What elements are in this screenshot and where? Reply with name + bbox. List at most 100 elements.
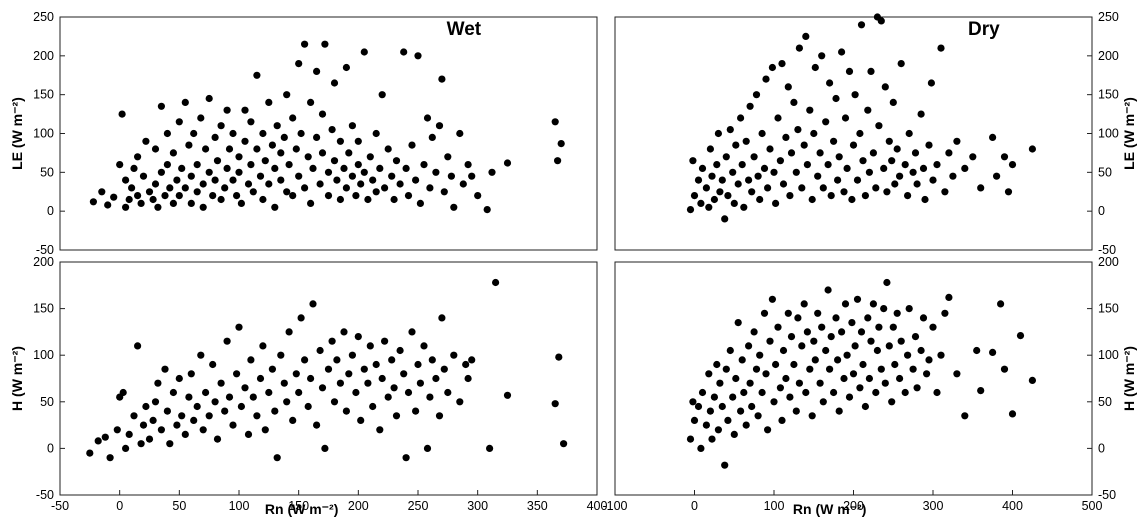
data-point [826,365,834,373]
data-point [778,60,786,68]
data-point [782,374,790,383]
data-point [776,157,785,165]
data-point [113,426,121,434]
data-point [814,309,822,317]
data-point [754,412,762,420]
data-point [787,333,796,341]
data-point [89,198,97,206]
data-point [328,126,336,134]
data-point [702,421,711,429]
data-point [142,137,150,145]
data-point [1008,410,1017,418]
x-tick-label: -100 [602,499,627,513]
data-point [560,440,568,448]
data-point [241,384,249,392]
data-point [1016,332,1025,340]
data-point [766,337,774,345]
data-point [881,83,889,91]
data-point [718,402,726,411]
data-point [416,199,424,207]
data-point [861,192,870,200]
data-point [929,323,937,331]
y-axis-label: LE (W m⁻²) [9,97,25,170]
data-point [149,416,157,424]
data-point [904,192,912,200]
data-point [776,384,785,392]
data-point [770,168,778,176]
data-point [486,444,494,452]
data-point [732,374,740,383]
data-point [217,195,225,204]
data-point [810,129,818,138]
data-point [774,114,782,122]
data-point [740,388,748,397]
data-point [336,195,344,204]
data-point [285,161,293,169]
data-point [734,319,742,327]
data-point [834,176,842,184]
data-point [175,118,183,126]
data-point [360,365,368,373]
data-point [921,195,929,204]
y-axis-label: H (W m⁻²) [9,346,25,411]
data-point [265,388,273,397]
data-point [161,365,169,373]
data-point [316,180,324,188]
y-tick-label: 150 [33,302,54,316]
data-point [856,129,864,138]
data-point [169,149,177,157]
data-point [295,388,303,397]
data-point [734,180,742,188]
data-point [877,17,885,25]
data-point [819,184,827,192]
data-point [139,421,148,429]
data-point [721,461,729,469]
y-tick-label: 50 [40,165,54,179]
data-point [187,172,195,180]
data-point [694,176,703,184]
data-point [432,374,440,383]
data-point [412,407,420,415]
data-point [925,356,933,364]
data-point [889,323,897,331]
data-point [340,328,348,336]
data-point [244,430,253,438]
data-point [304,402,312,411]
data-point [450,203,458,211]
data-point [881,379,889,387]
y-tick-label: 100 [1098,348,1119,362]
y-tick-label: 50 [40,395,54,409]
data-point [764,426,772,434]
data-point [217,122,225,130]
data-point [357,180,365,188]
x-axis-label: Rn (W m⁻²) [265,501,338,517]
data-point [309,164,317,172]
data-point [909,365,917,373]
data-point [937,44,945,52]
data-point [859,157,867,165]
data-point [933,388,941,397]
data-point [810,337,818,345]
data-point [145,435,154,443]
y-tick-label: 200 [33,255,54,269]
data-point [824,161,832,169]
data-point [827,192,835,200]
data-point [233,370,241,378]
data-point [273,122,281,130]
data-point [729,393,737,401]
data-point [273,454,281,462]
data-point [348,351,356,359]
data-point [941,188,949,196]
data-point [816,149,824,157]
data-point [742,137,750,145]
data-point [800,141,808,149]
data-point [856,384,864,392]
data-point [752,365,761,373]
data-point [122,176,130,184]
data-point [122,444,130,452]
data-point [973,346,981,355]
data-point [758,388,766,397]
data-point [328,337,336,345]
data-point [838,48,846,56]
data-point [420,161,428,169]
